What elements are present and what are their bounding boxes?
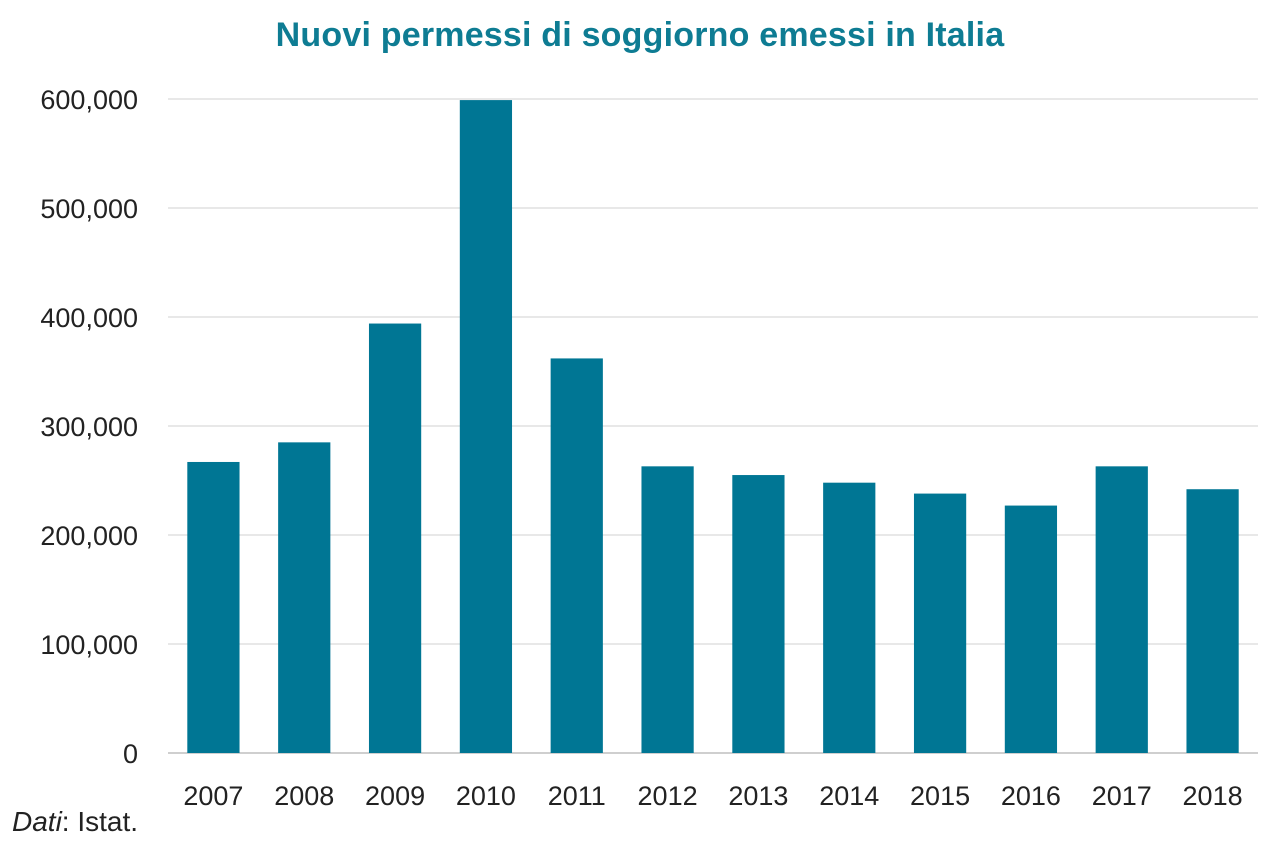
y-tick-label: 600,000 xyxy=(40,85,138,115)
y-tick-label: 0 xyxy=(123,739,138,769)
y-axis-tick-labels: 0 100,000 200,000 300,000 400,000 500,000 600,… xyxy=(40,85,138,769)
bar-2012 xyxy=(641,466,694,753)
x-tick-label: 2013 xyxy=(728,781,788,811)
bar-2008 xyxy=(278,442,331,753)
y-tick-label: 500,000 xyxy=(40,194,138,224)
bar-2017 xyxy=(1095,466,1148,753)
bar-2011 xyxy=(550,358,603,753)
x-tick-label: 2011 xyxy=(548,781,606,811)
x-tick-label: 2008 xyxy=(274,781,334,811)
x-tick-label: 2007 xyxy=(183,781,243,811)
x-axis-tick-labels: 2007 2008 2009 2010 2011 2012 2013 2014 2015 2016… xyxy=(183,781,1242,811)
bar-2009 xyxy=(368,323,422,753)
chart-title: Nuovi permessi di soggiorno emessi in It… xyxy=(275,16,1005,54)
bar-2018 xyxy=(1186,489,1239,753)
source-text: Istat. xyxy=(69,806,139,837)
x-tick-label: 2016 xyxy=(1001,781,1061,811)
bar-2010 xyxy=(459,100,513,754)
x-tick-label: 2015 xyxy=(910,781,970,811)
source-note: Dati: Istat. xyxy=(12,806,138,838)
bar-2007 xyxy=(187,461,240,753)
bar-2015 xyxy=(913,493,967,753)
y-tick-label: 100,000 xyxy=(40,630,138,660)
gridlines xyxy=(168,98,1258,754)
y-tick-label: 400,000 xyxy=(40,303,138,333)
y-tick-label: 300,000 xyxy=(40,412,138,442)
bars xyxy=(187,100,1239,754)
x-tick-label: 2010 xyxy=(456,781,516,811)
y-tick-label: 200,000 xyxy=(40,521,138,551)
x-tick-label: 2012 xyxy=(638,781,698,811)
x-tick-label: 2018 xyxy=(1183,781,1243,811)
source-label: Dati xyxy=(12,806,62,837)
x-tick-label: 2009 xyxy=(365,781,425,811)
bar-2014 xyxy=(823,482,876,753)
bar-2013 xyxy=(732,475,785,753)
x-tick-label: 2017 xyxy=(1092,781,1152,811)
bar-2016 xyxy=(1004,505,1058,753)
x-tick-label: 2014 xyxy=(819,781,879,811)
source-separator: : xyxy=(61,806,70,837)
